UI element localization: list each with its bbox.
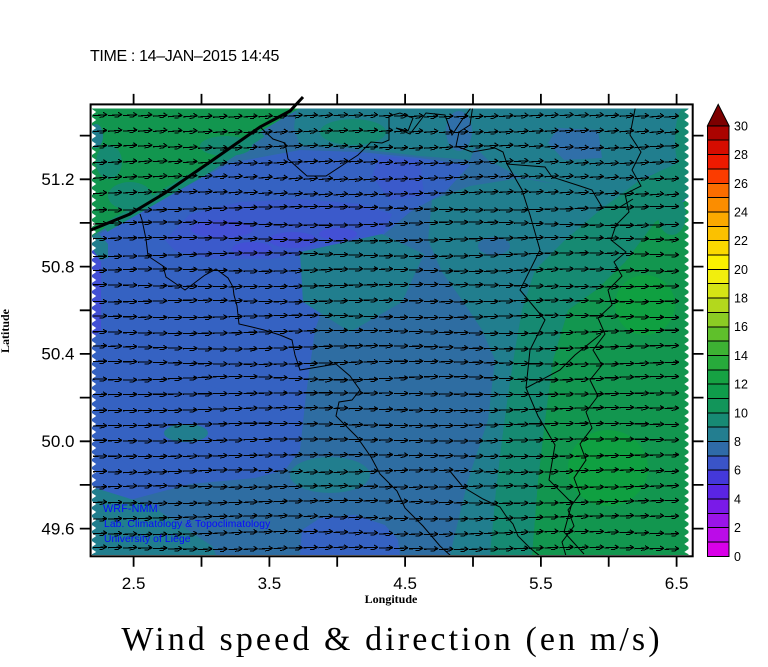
svg-text:12: 12 xyxy=(734,378,748,392)
svg-text:28: 28 xyxy=(734,148,748,162)
svg-text:30: 30 xyxy=(734,119,748,133)
svg-text:University of Liège: University of Liège xyxy=(104,534,191,545)
svg-text:Lab. Climatology & Topoclimato: Lab. Climatology & Topoclimatology xyxy=(104,519,271,530)
svg-text:50.8: 50.8 xyxy=(41,257,74,276)
svg-text:Latitude: Latitude xyxy=(0,308,12,353)
svg-text:16: 16 xyxy=(734,320,748,334)
svg-text:50.0: 50.0 xyxy=(41,432,74,451)
svg-text:0: 0 xyxy=(734,550,741,564)
svg-text:5.5: 5.5 xyxy=(529,574,553,593)
svg-text:WRF-NMM: WRF-NMM xyxy=(103,503,158,515)
svg-text:4: 4 xyxy=(734,492,741,506)
svg-text:2: 2 xyxy=(734,521,741,535)
svg-text:6: 6 xyxy=(734,464,741,478)
svg-text:Longitude: Longitude xyxy=(365,592,418,606)
svg-text:50.4: 50.4 xyxy=(41,345,74,364)
svg-text:22: 22 xyxy=(734,234,748,248)
svg-text:8: 8 xyxy=(734,435,741,449)
svg-text:14: 14 xyxy=(734,349,748,363)
svg-text:TIME : 14–JAN–2015 14:45: TIME : 14–JAN–2015 14:45 xyxy=(90,48,280,65)
svg-text:2.5: 2.5 xyxy=(122,574,146,593)
svg-text:6.5: 6.5 xyxy=(665,574,689,593)
svg-text:Wind speed & direction (en m/s: Wind speed & direction (en m/s) xyxy=(121,621,662,658)
svg-text:18: 18 xyxy=(734,292,748,306)
svg-text:4.5: 4.5 xyxy=(393,574,417,593)
svg-text:26: 26 xyxy=(734,177,748,191)
svg-text:3.5: 3.5 xyxy=(258,574,282,593)
svg-text:51.2: 51.2 xyxy=(41,170,74,189)
svg-text:10: 10 xyxy=(734,406,748,420)
svg-text:49.6: 49.6 xyxy=(41,519,74,538)
svg-text:24: 24 xyxy=(734,206,748,220)
svg-text:20: 20 xyxy=(734,263,748,277)
